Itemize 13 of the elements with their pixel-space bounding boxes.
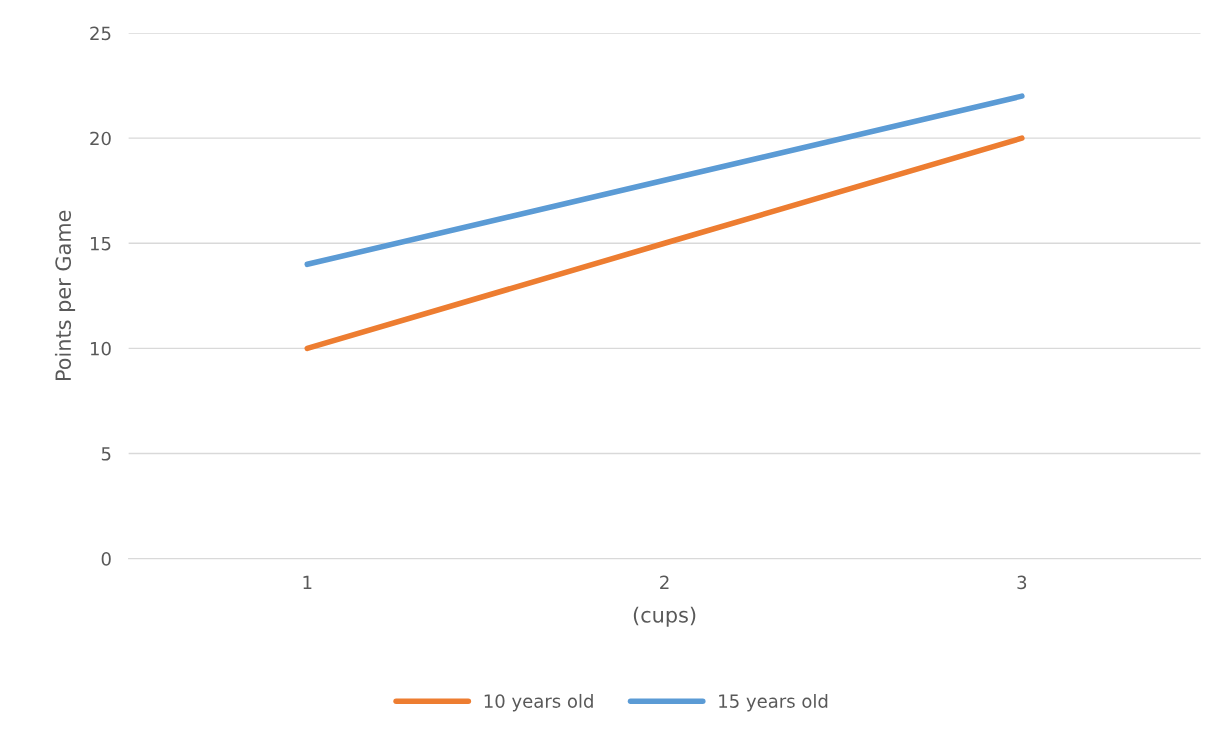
y-tick-label: 25 <box>90 26 111 41</box>
y-tick-label: 10 <box>90 341 111 356</box>
legend-label: 10 years old <box>484 693 593 712</box>
y-tick-label: 15 <box>90 236 111 251</box>
y-tick-label: 20 <box>90 131 111 146</box>
x-tick-label: 2 <box>660 575 669 589</box>
x-tick-label: 1 <box>303 575 312 589</box>
y-tick-label: 0 <box>101 552 111 566</box>
y-tick-label: 5 <box>101 447 111 461</box>
x-tick-label: 3 <box>1017 575 1027 590</box>
x-axis-title: (cups) <box>633 606 696 627</box>
legend-label: 15 years old <box>719 693 828 712</box>
y-axis-title: Points per Game <box>54 210 76 381</box>
